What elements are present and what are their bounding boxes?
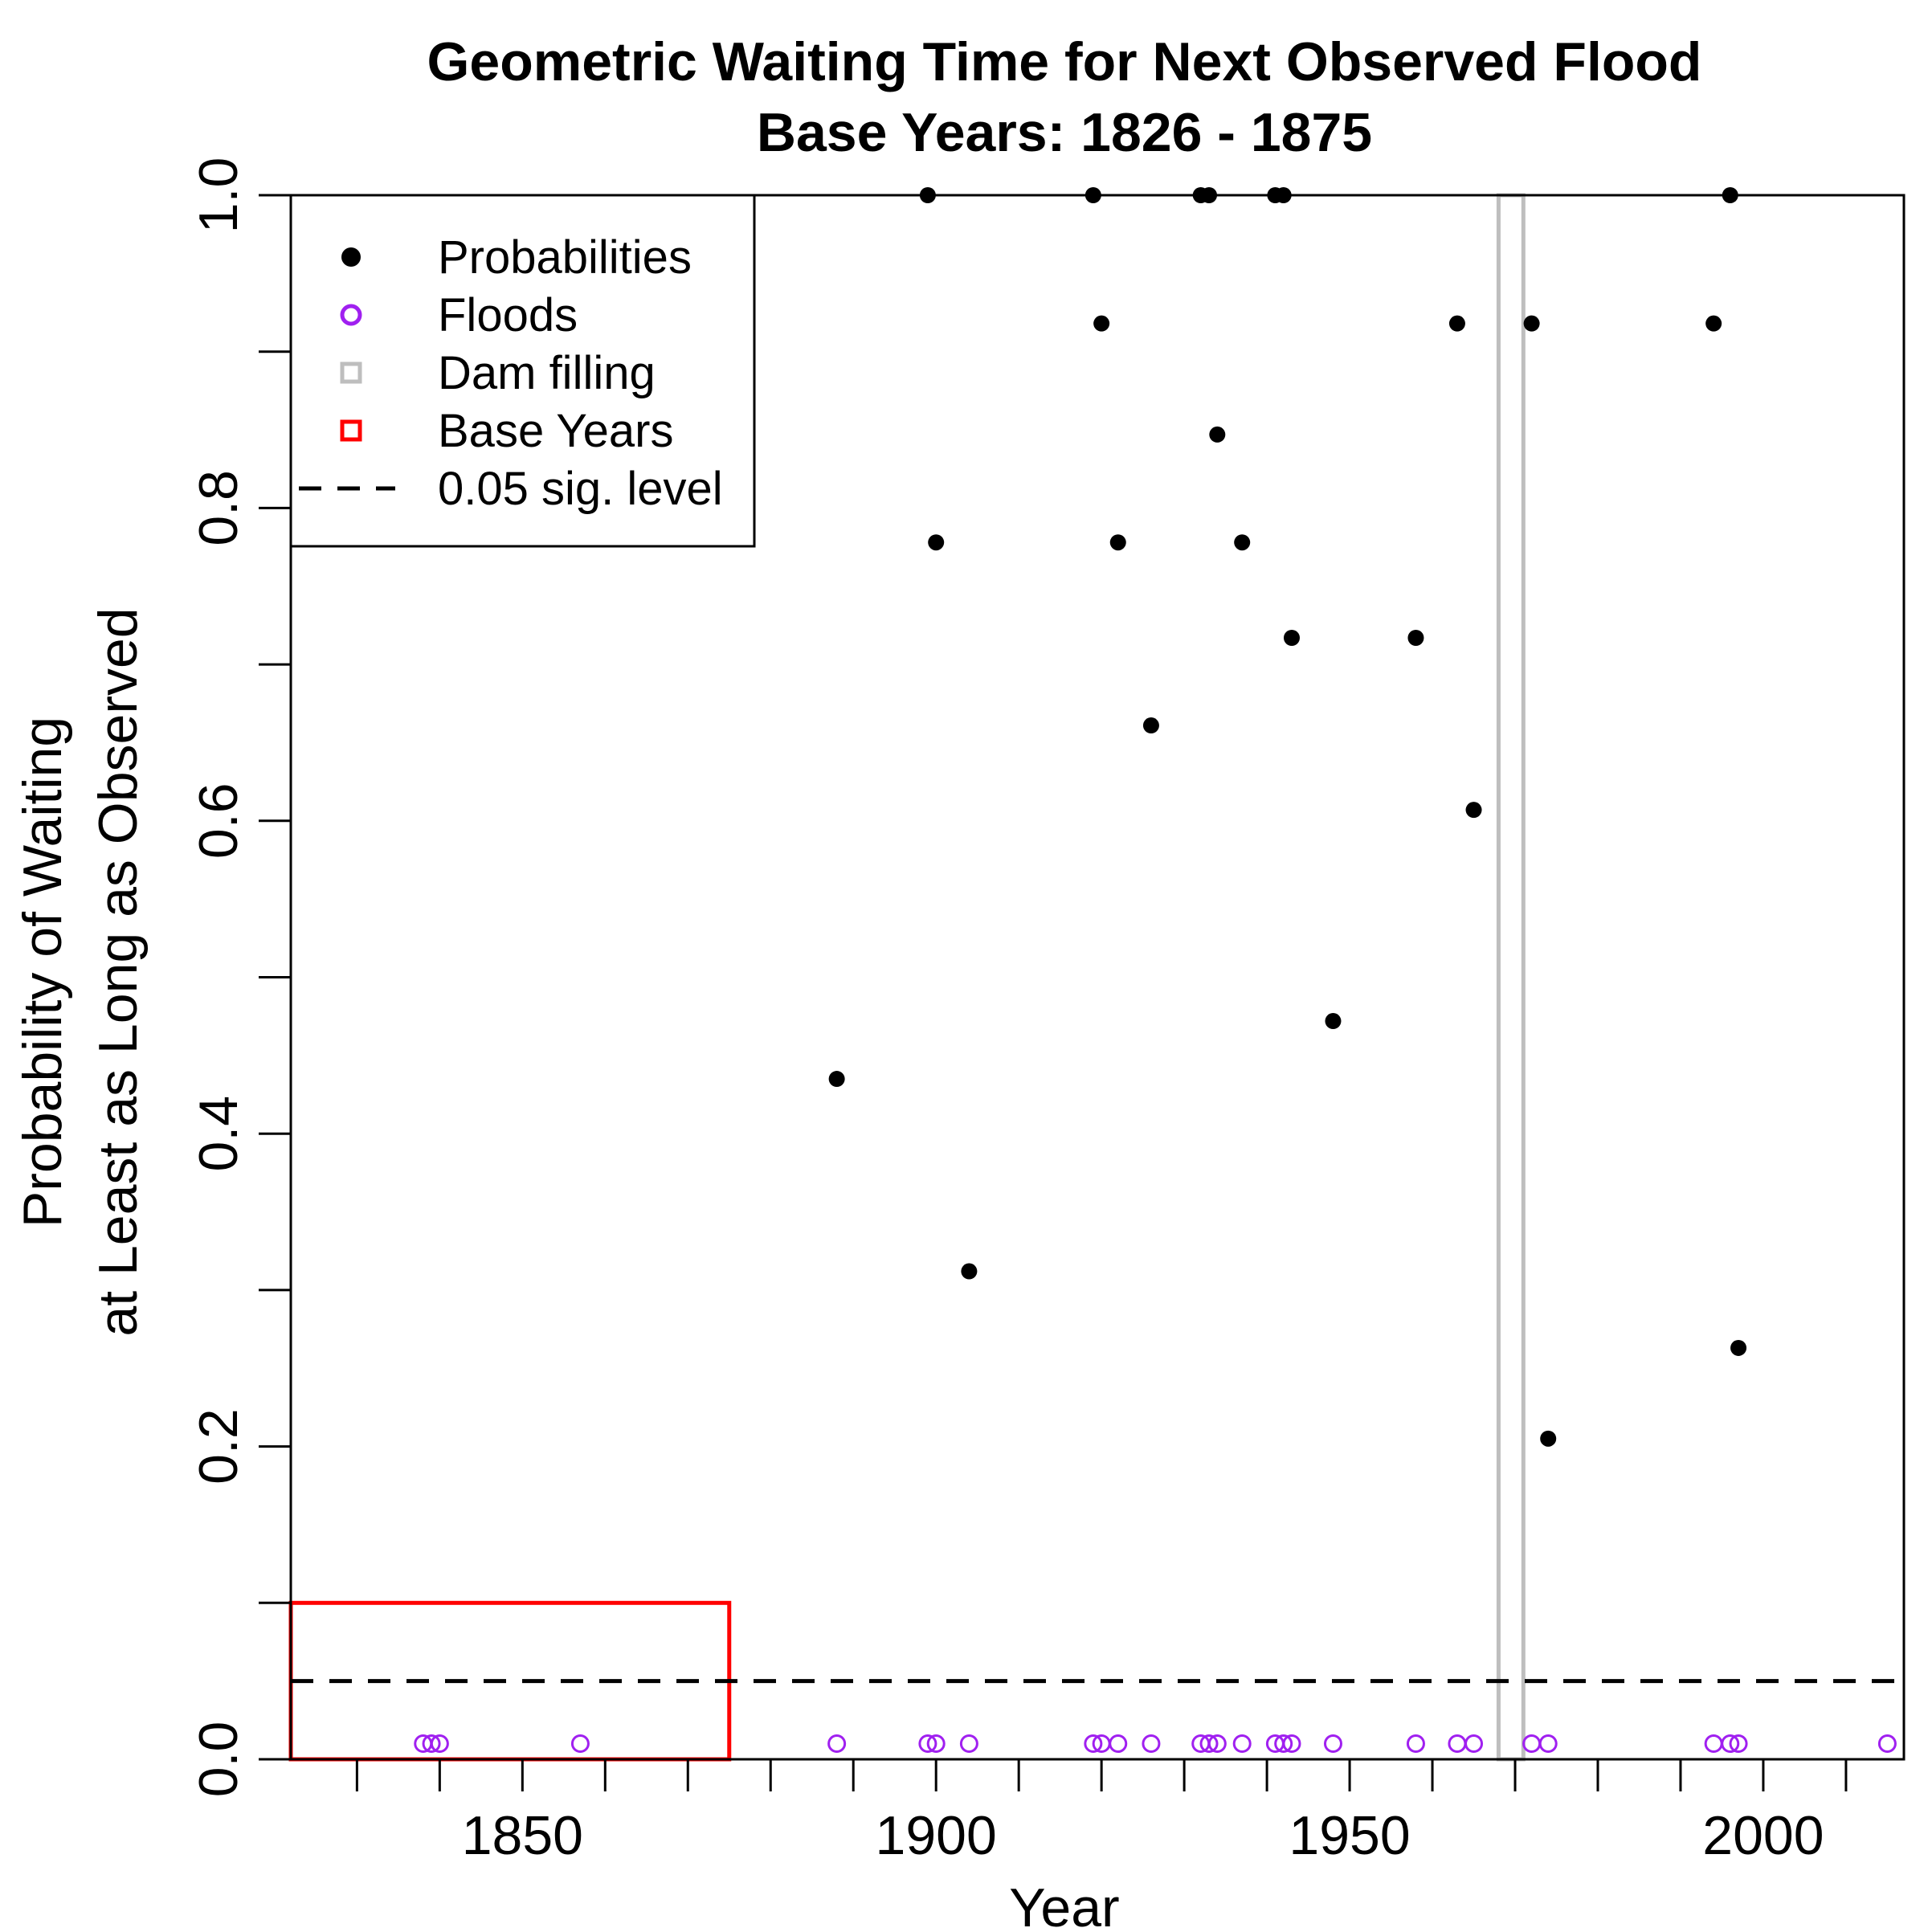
probability-point	[1705, 315, 1722, 332]
probability-point	[1407, 630, 1424, 647]
flood-point	[1282, 1734, 1301, 1754]
region-dam-filling	[1496, 193, 1526, 1762]
probability-point	[1730, 1339, 1747, 1356]
flood-point	[1448, 1734, 1467, 1754]
y-axis-label-line2: at Least as Long as Observed	[88, 607, 149, 1336]
probability-point	[919, 187, 936, 203]
flood-point	[1704, 1734, 1723, 1754]
flood-point	[1538, 1734, 1558, 1754]
y-tick-label: 0.4	[188, 1096, 249, 1172]
legend-label-probabilities: Probabilities	[438, 231, 692, 284]
flood-point	[1729, 1734, 1748, 1754]
chart-subtitle: Base Years: 1826 - 1875	[757, 102, 1372, 163]
flood-point	[1274, 1734, 1293, 1754]
flood-point	[1721, 1734, 1740, 1754]
probability-point	[828, 1071, 845, 1088]
y-tick-label: 0.2	[188, 1408, 249, 1485]
probability-point	[1465, 802, 1482, 819]
flood-point	[422, 1734, 441, 1754]
y-tick-label: 0.8	[188, 470, 249, 546]
chart-title: Geometric Waiting Time for Next Observed…	[427, 31, 1702, 92]
probability-point	[1109, 534, 1126, 551]
legend-symbol-base-years	[340, 419, 362, 442]
probability-point	[1201, 187, 1218, 203]
flood-point	[827, 1734, 847, 1754]
probability-point	[1234, 534, 1251, 551]
y-axis-label-line1: Probability of Waiting	[12, 717, 73, 1227]
flood-point	[1232, 1734, 1252, 1754]
flood-point	[430, 1734, 449, 1754]
probability-point	[1093, 315, 1110, 332]
x-tick-label: 1850	[462, 1805, 583, 1866]
probability-point	[961, 1263, 978, 1280]
flood-point	[918, 1734, 937, 1754]
flood-point	[1877, 1734, 1897, 1754]
probability-point	[1084, 187, 1101, 203]
probability-point	[928, 534, 945, 551]
probability-point	[1142, 717, 1159, 734]
legend-symbol-probabilities	[341, 247, 361, 267]
probability-point	[1523, 315, 1540, 332]
flood-point	[1199, 1734, 1219, 1754]
probability-point	[1209, 426, 1226, 443]
probability-point	[1540, 1430, 1557, 1447]
probability-point	[1448, 315, 1465, 332]
flood-point	[1142, 1734, 1161, 1754]
flood-point	[1323, 1734, 1342, 1754]
flood-point	[1084, 1734, 1103, 1754]
plot-layer: 1850 1900 1950 2000 0.0 0.2 0.4 0.6 0.8 1.0 Probab…	[188, 157, 1906, 1866]
flood-point	[570, 1734, 590, 1754]
y-tick-label: 1.0	[188, 157, 249, 234]
legend-symbol-dam-filling	[340, 361, 362, 384]
flood-point	[1522, 1734, 1542, 1754]
flood-point	[1406, 1734, 1425, 1754]
flood-point	[1109, 1734, 1128, 1754]
y-tick-label: 0.0	[188, 1722, 249, 1798]
legend-label-dam-filling: Dam filling	[438, 347, 656, 399]
flood-point	[1207, 1734, 1227, 1754]
x-tick-label: 2000	[1702, 1805, 1824, 1866]
x-axis-label: Year	[1009, 1877, 1119, 1928]
legend-symbol-floods	[340, 304, 362, 326]
region-base-years	[288, 1600, 732, 1762]
probability-point	[1283, 630, 1300, 647]
x-tick-label: 1900	[876, 1805, 997, 1866]
flood-point	[926, 1734, 946, 1754]
x-tick-label: 1950	[1289, 1805, 1410, 1866]
flood-point	[959, 1734, 978, 1754]
legend-label-base-years: Base Years	[438, 405, 673, 457]
legend-box	[289, 194, 756, 548]
probability-point	[1325, 1013, 1342, 1030]
legend-label-floods: Floods	[438, 289, 578, 341]
legend-label-0-05-sig-level: 0.05 sig. level	[438, 463, 723, 515]
probability-point	[1722, 187, 1738, 203]
y-tick-label: 0.6	[188, 783, 249, 860]
flood-point	[1464, 1734, 1484, 1754]
probability-point	[1275, 187, 1292, 203]
